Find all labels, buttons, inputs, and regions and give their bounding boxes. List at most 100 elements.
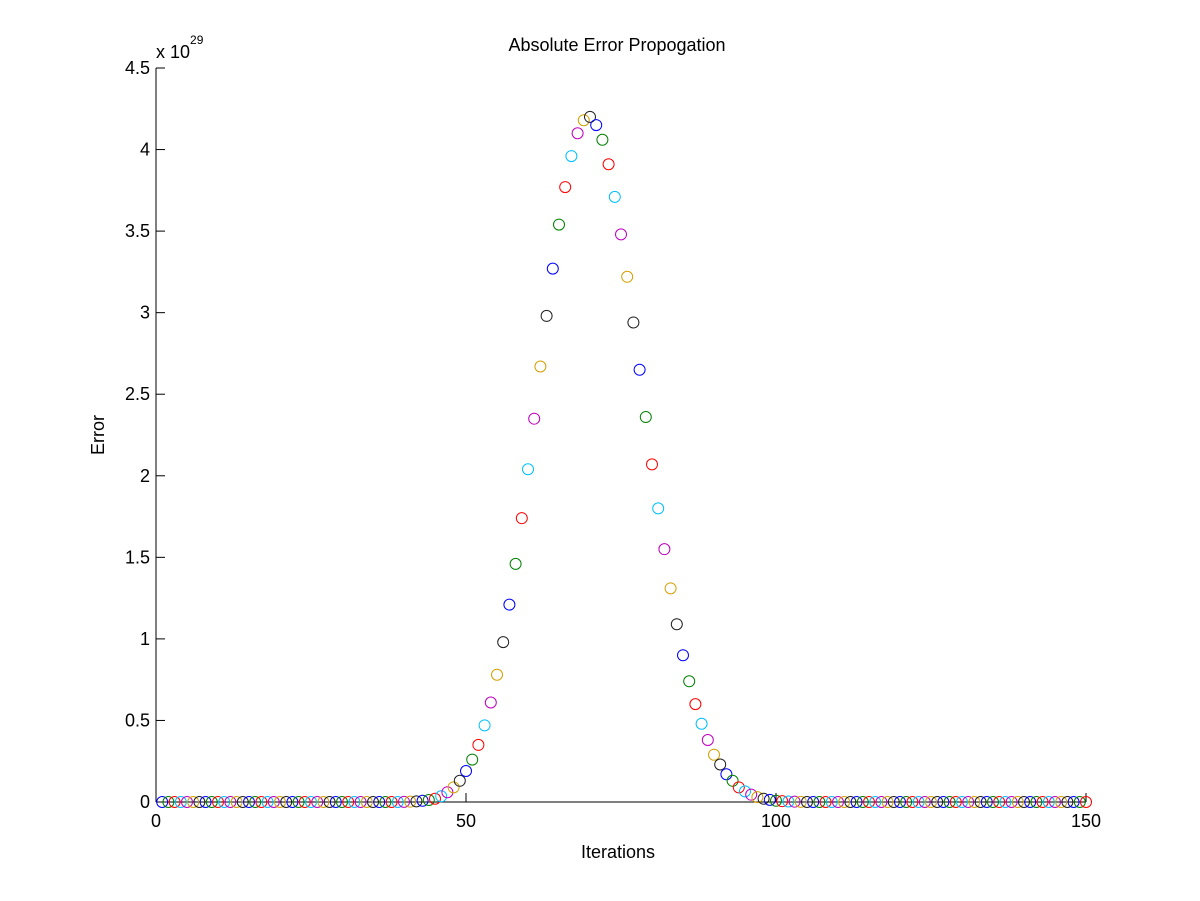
data-point [664, 582, 677, 595]
y-tick-label: 3 [140, 303, 150, 323]
data-point [590, 119, 603, 132]
x-tick-label: 150 [1071, 811, 1101, 831]
data-point [615, 228, 627, 241]
x-axis-label: Iterations [581, 842, 655, 862]
data-point [187, 796, 200, 808]
data-point [1018, 796, 1030, 808]
data-point [540, 309, 553, 322]
data-point [354, 796, 367, 808]
data-point [522, 463, 534, 476]
data-point [472, 738, 485, 751]
data-point [336, 796, 348, 808]
x-tick-label: 0 [151, 811, 161, 831]
data-point [323, 796, 336, 808]
data-point [311, 796, 324, 808]
data-point [385, 796, 398, 808]
data-point [801, 796, 813, 808]
data-point [788, 795, 801, 808]
data-point [658, 543, 671, 556]
data-point [782, 795, 795, 808]
data-point [912, 796, 925, 808]
data-point [267, 796, 280, 808]
data-point [689, 698, 702, 711]
data-point [373, 796, 386, 808]
data-point [832, 796, 844, 808]
data-point [708, 748, 720, 761]
data-point [670, 618, 683, 631]
data-point [1080, 796, 1092, 808]
y-tick-label: 3.5 [125, 221, 150, 241]
data-point [509, 557, 522, 570]
data-point [360, 796, 373, 808]
data-point [497, 636, 510, 649]
data-point [807, 796, 820, 808]
data-point [602, 158, 615, 171]
data-point [230, 796, 243, 808]
y-axis-exponent: x 1029 [156, 33, 204, 62]
data-point [980, 796, 993, 808]
data-point [776, 795, 789, 808]
data-point [838, 796, 851, 808]
data-point [571, 127, 584, 140]
data-point [763, 793, 776, 806]
data-point [652, 502, 665, 515]
data-point [168, 796, 181, 808]
data-point [751, 791, 764, 804]
data-point [156, 796, 169, 808]
data-point [422, 794, 435, 807]
data-point [410, 795, 423, 808]
data-point [174, 796, 187, 808]
data-point [639, 411, 652, 424]
data-point [1049, 796, 1061, 808]
data-point [813, 796, 826, 808]
data-point [577, 114, 590, 127]
y-tick-label: 2.5 [125, 384, 150, 404]
data-point [931, 796, 944, 808]
data-point [925, 796, 937, 808]
data-point [584, 110, 596, 123]
data-point [348, 796, 361, 808]
x-tick-label: 50 [456, 811, 476, 831]
data-point [714, 758, 727, 771]
y-tick-label: 1.5 [125, 547, 150, 567]
data-point [894, 796, 906, 808]
data-point [1073, 796, 1086, 808]
data-point [739, 785, 751, 798]
y-tick-label: 0 [140, 792, 150, 812]
data-point [1005, 796, 1018, 808]
data-point [1011, 796, 1024, 808]
data-point [546, 262, 559, 275]
data-point [726, 774, 739, 787]
data-point [565, 150, 578, 163]
data-point [367, 796, 379, 808]
y-tick-label: 1 [140, 629, 150, 649]
data-point [435, 790, 448, 803]
data-point [534, 360, 547, 373]
data-point [1024, 796, 1037, 808]
data-point [236, 796, 249, 808]
axes: 0 50 100 150 0 0.5 1 1.5 2 2.5 3 3.5 4 4.5 [125, 58, 1101, 831]
data-point [844, 796, 857, 808]
data-point [608, 190, 621, 203]
data-point [553, 218, 565, 231]
data-point [863, 796, 875, 808]
data-point [757, 792, 770, 805]
data-point [677, 649, 689, 662]
data-point [460, 765, 472, 778]
data-point [559, 181, 572, 194]
data-point [286, 796, 299, 808]
y-axis-label: Error [88, 415, 108, 455]
data-point [218, 796, 231, 808]
data-point [720, 768, 733, 781]
data-point [633, 363, 646, 376]
data-point [627, 316, 640, 329]
data-point [429, 792, 441, 805]
data-point [1042, 796, 1055, 808]
data-point [224, 796, 237, 808]
data-point [875, 796, 888, 808]
data-point [695, 717, 708, 730]
data-point [274, 796, 286, 808]
data-point [850, 796, 863, 808]
data-point [1061, 796, 1074, 808]
